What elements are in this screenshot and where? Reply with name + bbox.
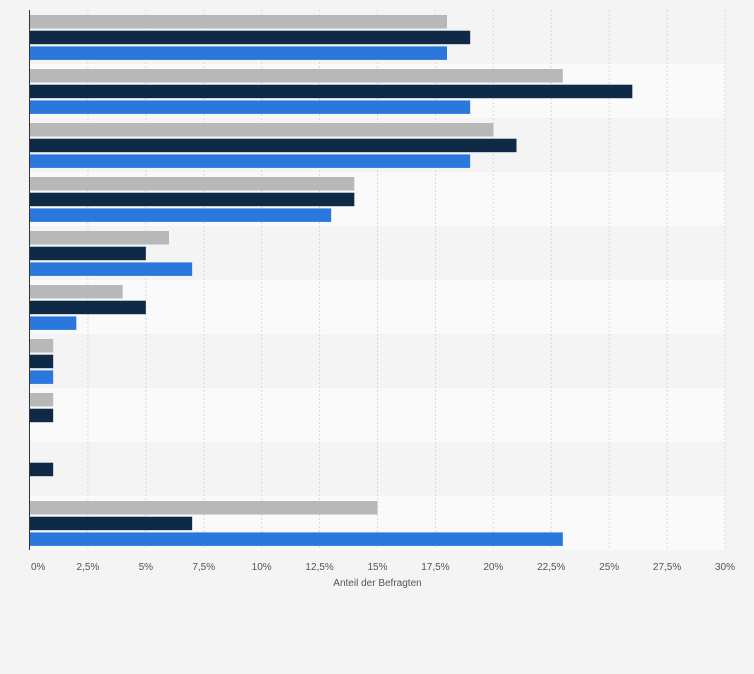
x-tick-label: 22,5% xyxy=(537,562,565,573)
bar[interactable] xyxy=(30,262,193,276)
bar[interactable] xyxy=(30,46,447,60)
bar[interactable] xyxy=(30,393,54,407)
x-tick-label: 25% xyxy=(599,562,619,573)
x-tick-label: 27,5% xyxy=(653,562,681,573)
x-axis-label: Anteil der Befragten xyxy=(333,578,421,589)
bar[interactable] xyxy=(30,100,471,114)
bar[interactable] xyxy=(30,532,563,546)
x-tick-label: 7,5% xyxy=(192,562,215,573)
bar[interactable] xyxy=(30,516,193,531)
x-tick-label: 12,5% xyxy=(305,562,333,573)
bar[interactable] xyxy=(30,154,471,168)
bar[interactable] xyxy=(30,316,77,330)
x-tick-label: 0% xyxy=(31,562,46,573)
x-tick-labels: 0% 2,5% 5% 7,5% 10% 12,5% 15% 17,5% 20% 22,5% 25% 2… xyxy=(31,562,735,573)
bars xyxy=(30,15,633,546)
x-tick-label: 15% xyxy=(367,562,387,573)
x-tick-label: 20% xyxy=(483,562,503,573)
gridlines xyxy=(87,10,726,550)
bar[interactable] xyxy=(30,408,54,423)
bar[interactable] xyxy=(30,177,355,191)
x-tick-label: 2,5% xyxy=(77,562,100,573)
bar[interactable] xyxy=(30,300,146,315)
x-tick-label: 30% xyxy=(715,562,735,573)
bar[interactable] xyxy=(30,138,517,153)
bar[interactable] xyxy=(30,370,54,384)
x-tick-label: 17,5% xyxy=(421,562,449,573)
bar[interactable] xyxy=(30,339,54,353)
bar[interactable] xyxy=(30,501,378,515)
bar[interactable] xyxy=(30,231,169,245)
bar[interactable] xyxy=(30,246,146,261)
bar[interactable] xyxy=(30,15,447,29)
bar[interactable] xyxy=(30,123,494,137)
bar[interactable] xyxy=(30,84,633,99)
bar[interactable] xyxy=(30,69,563,83)
x-tick-label: 10% xyxy=(252,562,272,573)
x-tick-label: 5% xyxy=(139,562,154,573)
bar[interactable] xyxy=(30,208,332,222)
bar[interactable] xyxy=(30,462,54,477)
bar[interactable] xyxy=(30,30,471,45)
bar[interactable] xyxy=(30,285,123,299)
bar[interactable] xyxy=(30,192,355,207)
bar[interactable] xyxy=(30,354,54,369)
